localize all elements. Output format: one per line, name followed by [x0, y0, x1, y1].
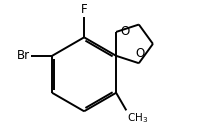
Text: CH$_3$: CH$_3$ [127, 112, 148, 125]
Text: O: O [135, 47, 144, 60]
Text: F: F [81, 3, 87, 16]
Text: Br: Br [17, 49, 30, 62]
Text: O: O [120, 25, 129, 38]
